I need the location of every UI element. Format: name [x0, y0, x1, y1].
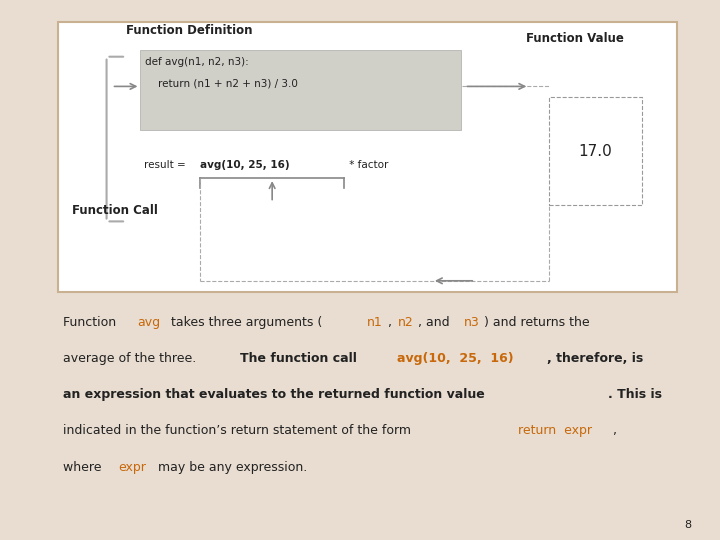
Text: 17.0: 17.0	[579, 144, 612, 159]
Text: where: where	[63, 461, 106, 474]
FancyBboxPatch shape	[549, 97, 642, 205]
Text: an expression that evaluates to the returned function value: an expression that evaluates to the retu…	[63, 388, 485, 401]
Text: takes three arguments (: takes three arguments (	[167, 316, 322, 329]
Text: 8: 8	[684, 520, 691, 530]
Text: indicated in the function’s return statement of the form: indicated in the function’s return state…	[63, 424, 415, 437]
Text: Function: Function	[63, 316, 120, 329]
Text: ,: ,	[613, 424, 617, 437]
FancyBboxPatch shape	[58, 22, 677, 292]
Text: result =: result =	[144, 160, 189, 170]
Text: return  expr: return expr	[518, 424, 592, 437]
Text: * factor: * factor	[346, 160, 388, 170]
Text: avg(10,  25,  16): avg(10, 25, 16)	[397, 352, 513, 365]
Text: , therefore, is: , therefore, is	[547, 352, 644, 365]
Text: ,: ,	[387, 316, 395, 329]
Text: avg: avg	[137, 316, 160, 329]
FancyBboxPatch shape	[140, 50, 461, 130]
Text: The function call: The function call	[240, 352, 361, 365]
Text: Function Definition: Function Definition	[126, 24, 253, 37]
Text: n3: n3	[464, 316, 480, 329]
Text: . This is: . This is	[608, 388, 662, 401]
Text: n1: n1	[367, 316, 383, 329]
Text: def avg(n1, n2, n3):: def avg(n1, n2, n3):	[145, 57, 249, 67]
Text: Function Call: Function Call	[72, 204, 158, 217]
Text: may be any expression.: may be any expression.	[154, 461, 307, 474]
Text: expr: expr	[118, 461, 146, 474]
Text: ) and returns the: ) and returns the	[485, 316, 590, 329]
Text: average of the three.: average of the three.	[63, 352, 201, 365]
Text: return (n1 + n2 + n3) / 3.0: return (n1 + n2 + n3) / 3.0	[145, 78, 298, 89]
Text: n2: n2	[398, 316, 413, 329]
Text: , and: , and	[418, 316, 454, 329]
Text: Function Value: Function Value	[526, 32, 624, 45]
Text: avg(10, 25, 16): avg(10, 25, 16)	[200, 160, 289, 170]
